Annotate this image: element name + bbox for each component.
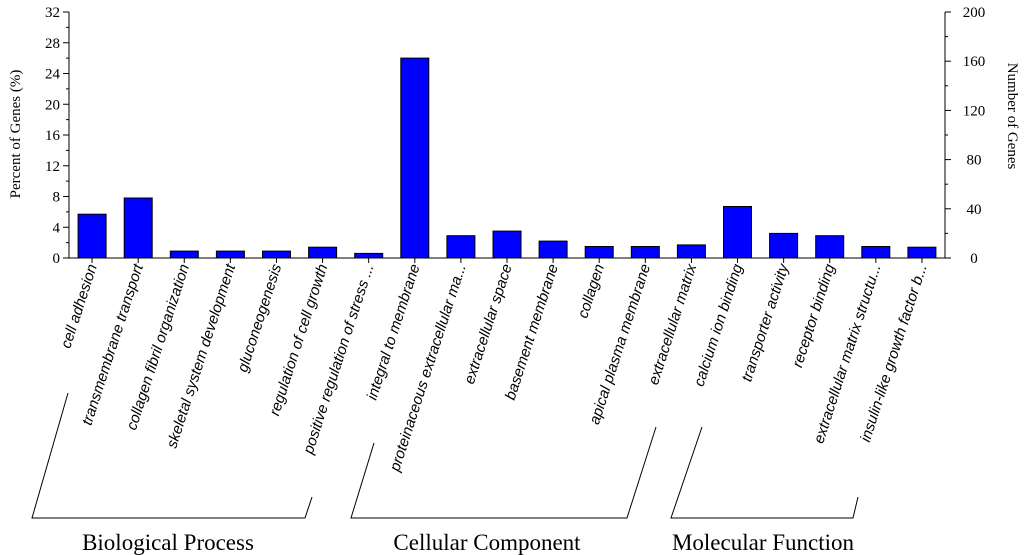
left-tick-label: 32 [45,5,60,21]
bar [446,235,476,259]
group-bracket [350,426,657,519]
bar [769,232,799,259]
group-brackets: Biological Process Cellular Component Mole… [31,392,859,555]
bar [169,250,199,259]
category-label: receptor binding [789,261,839,369]
right-tick-label: 120 [963,103,986,119]
category-label: extracellular matrix [645,262,700,387]
group-label: Cellular Component [393,530,581,555]
bar [861,246,891,259]
category-label: calcium ion binding [691,261,747,388]
bar [308,246,338,259]
left-y-axis: 0 4 8 12 16 20 24 28 32 [45,5,69,267]
right-tick-label: 0 [970,251,978,267]
bar [815,235,845,259]
bar [907,246,937,259]
left-tick-label: 4 [53,220,61,236]
bar [354,252,384,259]
plot-area [68,12,946,259]
bars-layer [77,57,937,263]
bar [123,197,153,259]
bar [262,250,291,259]
bar [584,246,614,259]
category-label: collagen [575,262,608,320]
left-tick-label: 8 [53,190,61,206]
left-tick-label: 28 [45,36,60,52]
group-label: Molecular Function [672,530,855,555]
category-label: gluconeogenesis [234,262,285,375]
left-axis-title: Percent of Genes (%) [8,70,24,199]
bar [77,213,107,259]
left-tick-label: 12 [45,159,60,175]
left-tick-label: 24 [45,67,61,83]
group-bracket [670,426,859,519]
bar [630,246,660,259]
left-tick-label: 16 [45,128,61,144]
bar [400,57,430,259]
right-tick-label: 200 [963,5,986,21]
bar [676,244,706,259]
right-axis-title: Number of Genes [1004,63,1020,170]
right-y-axis: 0 40 80 120 160 200 [945,5,985,267]
right-tick-label: 160 [963,54,986,70]
right-tick-label: 80 [967,153,982,169]
left-tick-label: 0 [53,251,61,267]
group-label: Biological Process [82,530,254,555]
bar [215,250,245,259]
category-label: extracellular space [461,262,516,386]
category-label: transporter activity [738,261,792,384]
category-label: cell adhesion [58,262,101,351]
bar [538,240,568,259]
bar [723,206,752,259]
group-bracket [31,392,313,519]
bar [492,230,522,259]
category-label: basement membrane [502,262,562,402]
right-tick-label: 40 [967,202,982,218]
left-tick-label: 20 [45,97,60,113]
